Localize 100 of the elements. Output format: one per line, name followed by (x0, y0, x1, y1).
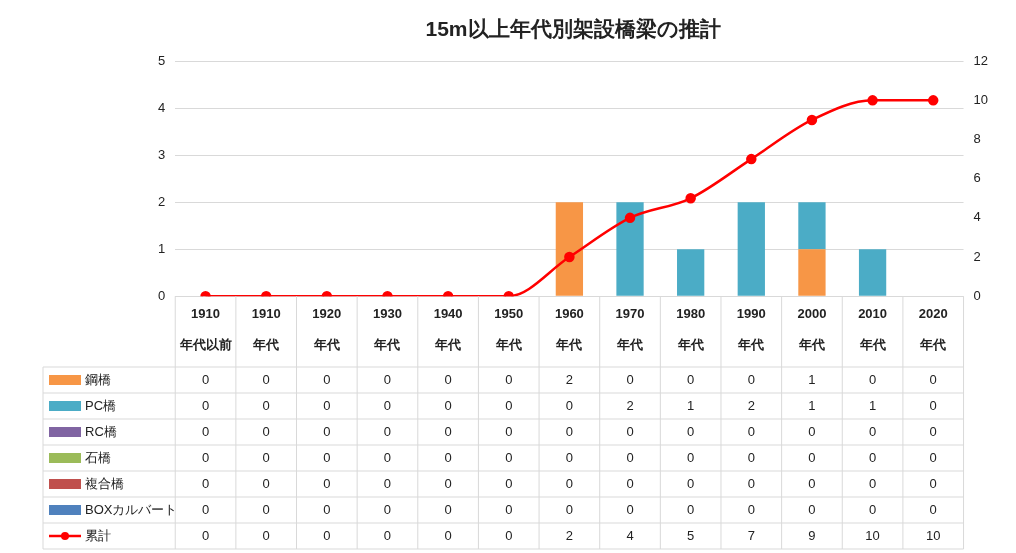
category-label: 2010年代 (858, 305, 888, 352)
data-label: 0 (929, 475, 937, 491)
data-label: 9 (808, 527, 816, 543)
data-label: 1 (687, 397, 695, 413)
data-label: 0 (383, 397, 392, 413)
data-label: 0 (383, 449, 392, 465)
data-label: 0 (687, 501, 695, 517)
data-label: 10 (925, 527, 941, 543)
data-label: 0 (262, 527, 270, 543)
y-tick-label: 2 (158, 193, 166, 209)
data-label: 0 (808, 501, 816, 517)
category-label: 1930年代 (373, 305, 402, 352)
data-label: 0 (383, 423, 392, 439)
data-label: 0 (565, 397, 573, 413)
data-label: 0 (747, 475, 755, 491)
data-label: 2 (565, 527, 573, 543)
data-label: 0 (565, 423, 573, 439)
data-label: 0 (201, 449, 210, 465)
data-label: 0 (323, 527, 331, 543)
data-label: 1 (808, 397, 816, 413)
data-label: 0 (201, 527, 210, 543)
point (624, 212, 636, 224)
data-label: 0 (687, 371, 695, 387)
point (927, 95, 939, 106)
y2-tick-label: 0 (973, 287, 981, 303)
y-tick-label: 4 (158, 99, 166, 115)
category-label: 2020年代 (918, 305, 948, 352)
data-label: 0 (868, 501, 877, 517)
data-label: 0 (262, 475, 270, 491)
y-tick-label: 1 (158, 240, 166, 256)
data-label: 0 (626, 475, 634, 491)
data-label: 0 (747, 423, 755, 439)
data-label: 0 (323, 423, 331, 439)
data-label: 0 (626, 449, 634, 465)
data-label: 0 (929, 423, 937, 439)
data-label: 0 (868, 371, 877, 387)
data-label: 0 (201, 475, 210, 491)
data-label: 0 (808, 475, 816, 491)
data-label: 0 (626, 423, 634, 439)
data-label: 0 (262, 501, 270, 517)
legend-label: PC橋 (85, 397, 117, 413)
data-label: 1 (868, 397, 877, 413)
data-label: 0 (262, 397, 270, 413)
data-label: 0 (868, 475, 877, 491)
y2-tick-label: 12 (973, 52, 989, 68)
data-label: 0 (626, 371, 634, 387)
legend-label: 石橋 (85, 449, 111, 465)
data-label: 0 (929, 501, 937, 517)
category-label: 1980年代 (676, 305, 706, 352)
data-label: 0 (505, 397, 513, 413)
data-label: 0 (383, 475, 392, 491)
data-label: 0 (444, 527, 452, 543)
legend-label: 鋼橋 (85, 371, 111, 387)
data-label: 0 (505, 527, 513, 543)
data-label: 0 (565, 449, 573, 465)
y-tick-label: 3 (158, 146, 166, 162)
data-label: 0 (444, 371, 452, 387)
data-label: 0 (201, 423, 210, 439)
data-label: 0 (808, 449, 816, 465)
data-label: 0 (929, 449, 937, 465)
data-label: 2 (626, 397, 634, 413)
data-label: 0 (929, 397, 937, 413)
data-label: 0 (444, 501, 452, 517)
data-label: 0 (444, 397, 452, 413)
point (746, 153, 757, 165)
point (806, 114, 818, 126)
data-label: 0 (868, 423, 877, 439)
data-label: 0 (565, 501, 573, 517)
category-label: 1960年代 (554, 305, 584, 352)
legend-label: 累計 (85, 527, 111, 543)
data-label: 0 (444, 449, 452, 465)
data-label: 0 (687, 423, 695, 439)
data-label: 0 (808, 423, 816, 439)
data-label: 0 (687, 449, 695, 465)
data-label: 0 (747, 371, 755, 387)
data-label: 0 (262, 371, 270, 387)
y2-tick-label: 10 (973, 91, 989, 107)
data-label: 0 (262, 449, 270, 465)
legend-label: BOXカルバート (85, 501, 178, 517)
data-label: 0 (383, 527, 392, 543)
data-label: 0 (444, 423, 452, 439)
category-label: 1950年代 (494, 305, 524, 352)
data-label: 0 (444, 475, 452, 491)
data-label: 0 (383, 371, 392, 387)
y-tick-label: 0 (158, 287, 166, 303)
data-label: 0 (262, 423, 270, 439)
data-label: 0 (201, 501, 210, 517)
data-label: 0 (747, 501, 755, 517)
point (685, 193, 696, 204)
data-label: 0 (505, 423, 513, 439)
data-label: 5 (687, 527, 695, 543)
data-label: 0 (323, 449, 331, 465)
data-label: 0 (505, 371, 513, 387)
data-label: 0 (868, 449, 877, 465)
category-label: 2000年代 (797, 305, 827, 352)
data-label: 0 (505, 501, 513, 517)
data-label: 7 (747, 527, 755, 543)
category-label: 1990年代 (736, 305, 766, 352)
category-label: 1940年代 (433, 305, 463, 352)
data-label: 0 (505, 475, 513, 491)
